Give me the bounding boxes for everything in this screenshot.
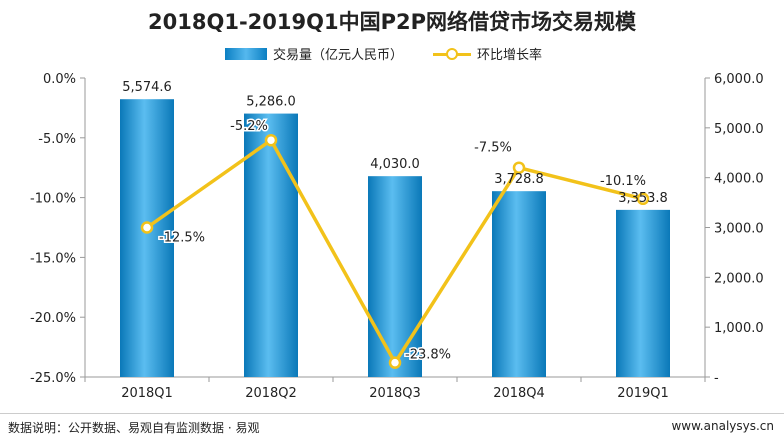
growth-rate-label: -23.8% — [405, 348, 451, 363]
growth-rate-label: -5.2% — [230, 119, 268, 134]
volume-bar — [616, 209, 670, 377]
left-axis-tick-label: 0.0% — [43, 72, 76, 87]
growth-rate-point — [140, 221, 154, 234]
x-axis-tick-label: 2018Q1 — [121, 386, 173, 401]
right-axis-tick-label: - — [714, 371, 719, 386]
data-source-note: 数据说明：公开数据、易观自有监测数据 · 易观 — [8, 421, 260, 435]
right-axis-tick-label: 1,000.0 — [714, 321, 764, 336]
left-axis-tick-label: -15.0% — [30, 251, 76, 266]
left-axis-tick-label: -20.0% — [30, 311, 76, 326]
source-url: www.analysys.cn — [671, 419, 774, 433]
growth-rate-point — [636, 192, 650, 206]
chart-title: 2018Q1-2019Q1中国P2P网络借贷市场交易规模 — [148, 10, 636, 34]
growth-rate-label: -12.5% — [159, 231, 205, 246]
footer: 数据说明：公开数据、易观自有监测数据 · 易观 www.analysys.cn — [0, 413, 784, 440]
volume-bar — [492, 191, 546, 377]
volume-bar-label: 3,728.8 — [494, 172, 544, 187]
growth-rate-point — [388, 356, 402, 369]
x-axis-tick-label: 2018Q2 — [245, 386, 297, 401]
right-axis-tick-label: 2,000.0 — [714, 271, 764, 286]
volume-bar-label: 5,286.0 — [246, 95, 296, 110]
chart-legend: 交易量（亿元人民币） 环比增长率 — [225, 44, 542, 63]
growth-rate-point — [512, 161, 526, 174]
volume-bar-label: 3,353.8 — [618, 191, 668, 206]
legend-bar-label: 交易量（亿元人民币） — [273, 48, 404, 63]
right-axis-tick-label: 6,000.0 — [714, 72, 764, 87]
volume-bar-label: 4,030.0 — [370, 157, 420, 172]
growth-rate-label: -7.5% — [474, 141, 512, 156]
growth-rate-point — [264, 133, 278, 147]
legend-line-label: 环比增长率 — [477, 48, 543, 63]
x-axis-tick-label: 2018Q3 — [369, 386, 421, 401]
growth-rate-label: -10.1% — [600, 174, 646, 189]
x-axis-tick-label: 2018Q4 — [493, 386, 545, 401]
left-axis-tick-label: -10.0% — [30, 192, 76, 207]
x-axis-tick-label: 2019Q1 — [617, 386, 669, 401]
right-axis-tick-label: 4,000.0 — [714, 172, 764, 187]
volume-bar — [120, 99, 174, 377]
right-axis-tick-label: 3,000.0 — [714, 222, 764, 237]
legend-line-swatch — [433, 47, 472, 60]
left-axis-tick-label: -25.0% — [30, 371, 76, 386]
left-axis-tick-label: -5.0% — [38, 132, 76, 147]
volume-bar-label: 5,574.6 — [122, 80, 172, 95]
volume-bar — [368, 176, 422, 377]
right-axis-tick-label: 5,000.0 — [714, 122, 764, 137]
volume-bar — [244, 113, 298, 378]
legend-bar-swatch — [225, 47, 267, 60]
